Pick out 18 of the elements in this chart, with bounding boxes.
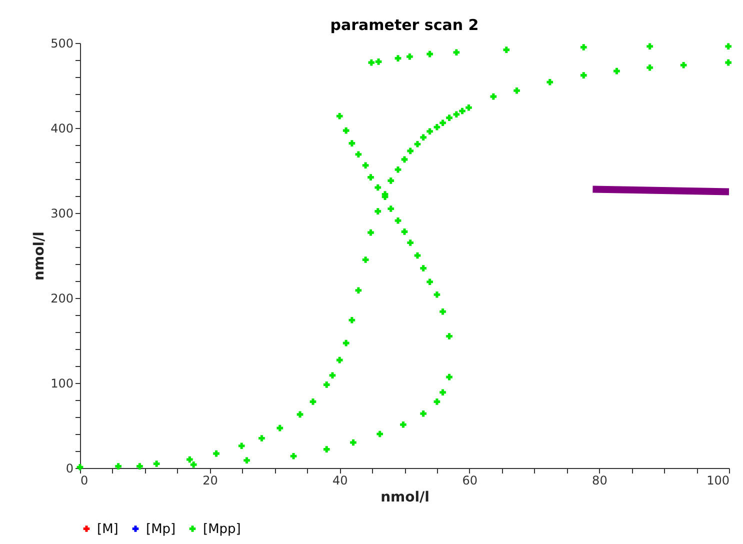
legend-label: [Mp] [146, 522, 176, 537]
y-tick-label: 300 [50, 206, 74, 220]
y-tick-label: 100 [50, 376, 74, 390]
legend-label: [M] [97, 522, 118, 537]
x-tick-label: 80 [592, 474, 608, 488]
y-tick-label: 400 [50, 122, 74, 136]
legend-label: [Mpp] [203, 522, 241, 537]
chart-title: parameter scan 2 [330, 16, 479, 34]
x-tick-label: 40 [332, 474, 348, 488]
y-tick-label: 0 [66, 462, 74, 476]
x-axis-title: nmol/l [380, 490, 430, 506]
x-tick-label: 20 [202, 474, 218, 488]
y-axis-title: nmol/l [32, 232, 48, 280]
y-tick-label: 200 [50, 292, 74, 306]
x-tick-label: 60 [462, 474, 478, 488]
x-tick-label: 100 [706, 474, 730, 488]
x-tick-label: 0 [80, 474, 88, 488]
y-tick-label: 500 [50, 36, 74, 50]
